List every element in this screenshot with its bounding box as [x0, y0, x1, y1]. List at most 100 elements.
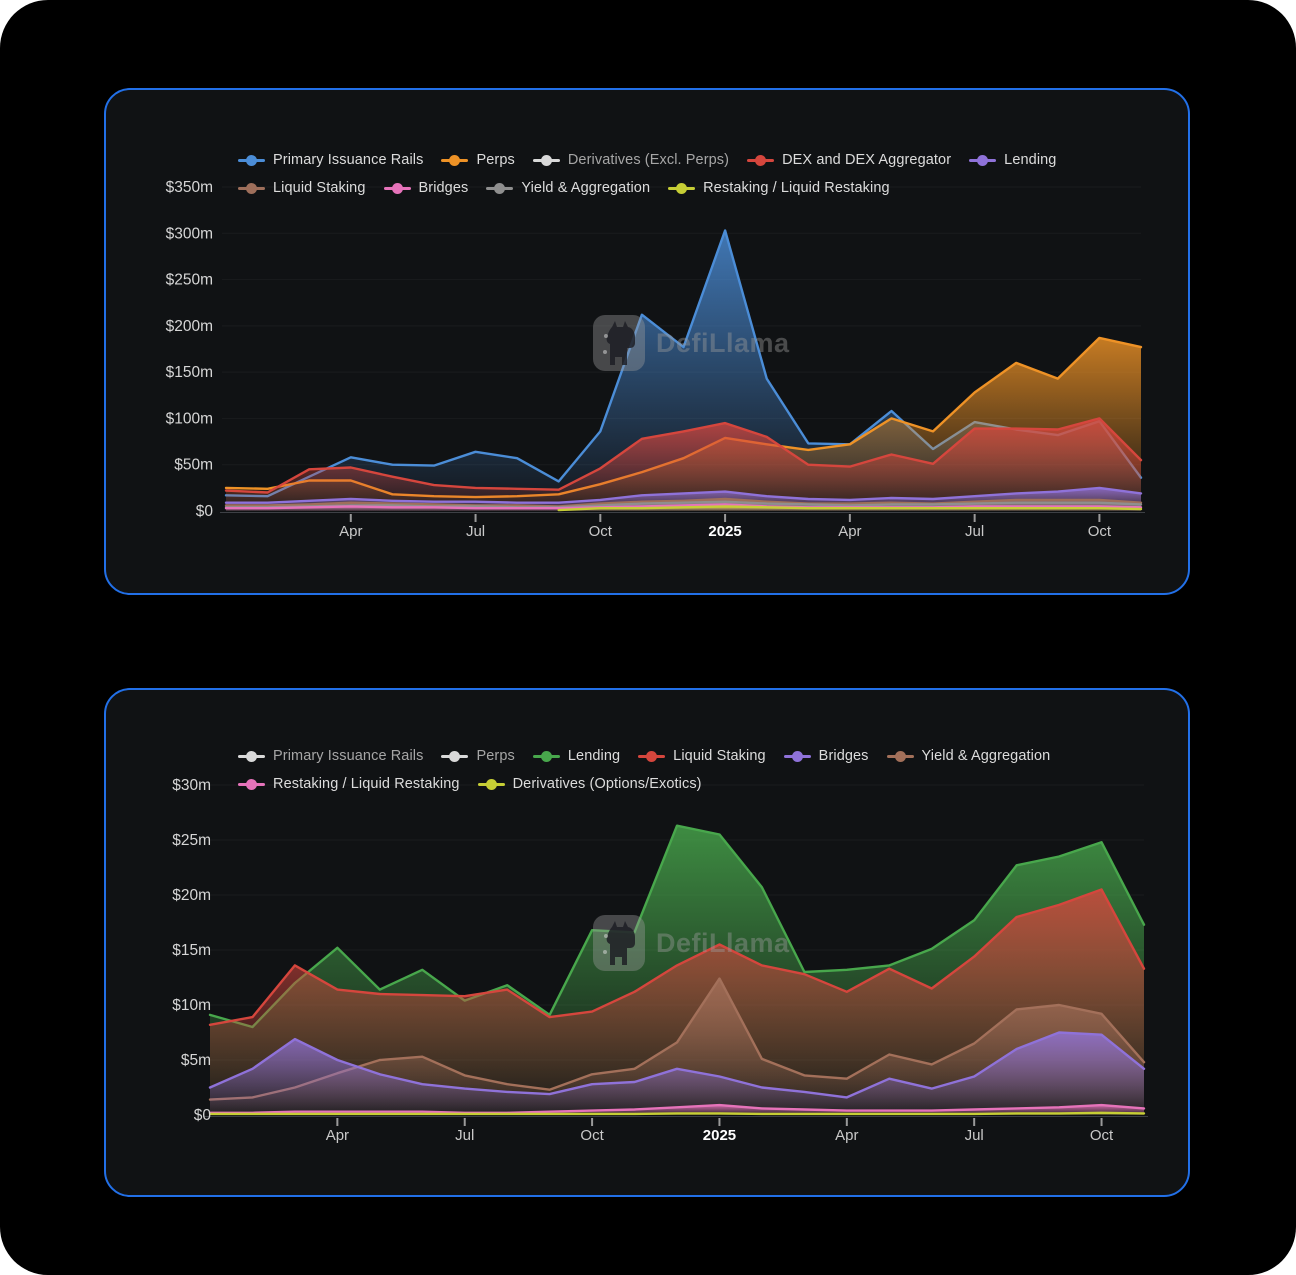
x-tick-label: Jul — [466, 523, 485, 540]
legend-marker-icon — [486, 182, 514, 194]
x-tick-label: Jul — [455, 1127, 474, 1144]
x-tick-label: Oct — [1090, 1127, 1114, 1144]
y-axis-label: $150m — [166, 364, 213, 381]
y-axis-label: $100m — [166, 410, 213, 427]
legend-item-yield-and-aggregation[interactable]: Yield & Aggregation — [886, 748, 1051, 764]
legend-item-restaking-liquid-restaking[interactable]: Restaking / Liquid Restaking — [238, 776, 460, 792]
series-area-yield-and-aggregation — [210, 978, 1144, 1115]
series-line-yield-and-aggregation[interactable] — [224, 500, 1143, 509]
series-area-dex-and-dex-aggregator — [226, 418, 1141, 511]
legend-item-perps[interactable]: Perps — [441, 152, 515, 168]
legend-marker-icon — [477, 778, 505, 790]
legend-label: Liquid Staking — [273, 180, 366, 196]
legend-item-liquid-staking[interactable]: Liquid Staking — [238, 180, 366, 196]
legend-marker-icon — [532, 154, 560, 166]
y-axis-label: $5m — [181, 1052, 211, 1069]
series-line-liquid-staking[interactable] — [224, 497, 1143, 508]
y-axis-label: $0 — [196, 503, 214, 520]
series-line-lending[interactable] — [224, 486, 1143, 504]
legend-item-yield-and-aggregation[interactable]: Yield & Aggregation — [486, 180, 650, 196]
legend-label: Restaking / Liquid Restaking — [273, 776, 460, 792]
series-line-liquid-staking[interactable] — [208, 888, 1146, 1026]
legend-label: Derivatives (Excl. Perps) — [567, 152, 730, 168]
legend-row: Primary Issuance Rails Perps Derivatives (… — [238, 148, 1168, 172]
legend-item-lending[interactable]: Lending — [969, 152, 1056, 168]
series-line-dex-and-dex-aggregator[interactable] — [224, 417, 1143, 494]
legend-label: Lending — [567, 748, 621, 764]
series-line-lending[interactable] — [208, 824, 1146, 1029]
legend-item-bridges[interactable]: Bridges — [783, 748, 869, 764]
legend-marker-icon — [886, 750, 914, 762]
y-axis-label: $25m — [172, 832, 211, 849]
legend-label: Perps — [476, 152, 515, 168]
legend-label: Perps — [476, 748, 515, 764]
legend-label: Restaking / Liquid Restaking — [703, 180, 890, 196]
legend-marker-icon — [238, 154, 265, 166]
legend-item-perps[interactable]: Perps — [441, 748, 515, 764]
y-axis-label: $10m — [172, 997, 211, 1014]
x-tick-label: Apr — [326, 1127, 349, 1144]
legend-marker-icon — [969, 154, 997, 166]
chart-card-volumes-large: Primary Issuance Rails Perps Derivatives (… — [104, 88, 1190, 595]
y-axis-label: $350m — [166, 179, 213, 196]
series-line-derivatives-options-exotics[interactable] — [208, 1111, 1146, 1116]
legend-item-dex-and-dex-aggregator[interactable]: DEX and DEX Aggregator — [747, 152, 951, 168]
legend-item-primary-issuance-rails[interactable]: Primary Issuance Rails — [238, 748, 423, 764]
legend-label: Primary Issuance Rails — [273, 748, 424, 764]
y-axis-label: $20m — [172, 887, 211, 904]
legend-marker-icon — [668, 182, 696, 194]
legend-item-bridges[interactable]: Bridges — [383, 180, 469, 196]
legend-marker-icon — [747, 154, 775, 166]
legend-label: Derivatives (Options/Exotics) — [512, 776, 702, 792]
series-line-restaking-liquid-restaking[interactable] — [557, 505, 1143, 512]
legend-bottom-chart: Primary Issuance Rails Perps Lending Liquid… — [238, 744, 1168, 796]
legend-marker-icon — [638, 750, 666, 762]
series-line-bridges[interactable] — [224, 503, 1143, 510]
legend-label: Liquid Staking — [673, 748, 766, 764]
legend-item-derivatives-options-exotics[interactable]: Derivatives (Options/Exotics) — [477, 776, 702, 792]
legend-marker-icon — [783, 750, 811, 762]
legend-marker-icon — [441, 154, 469, 166]
legend-item-restaking-liquid-restaking[interactable]: Restaking / Liquid Restaking — [668, 180, 890, 196]
x-tick-label: Oct — [1088, 523, 1112, 540]
legend-marker-icon — [238, 750, 265, 762]
series-line-yield-and-aggregation[interactable] — [208, 977, 1146, 1101]
x-tick-label: Jul — [965, 523, 984, 540]
x-tick-label: Oct — [580, 1127, 604, 1144]
legend-item-derivatives-excl-perps[interactable]: Derivatives (Excl. Perps) — [532, 152, 730, 168]
area-chart-small: Apr Jul Oct 2025 Apr Jul Oct $0 $5m $10m $15m $20m $… — [172, 777, 1148, 1144]
y-axis-label: $50m — [174, 457, 213, 474]
legend-item-liquid-staking[interactable]: Liquid Staking — [638, 748, 766, 764]
legend-top-chart: Primary Issuance Rails Perps Derivatives (… — [238, 148, 1168, 200]
x-tick-label: Jul — [965, 1127, 984, 1144]
area-chart-large: Apr Jul Oct 2025 Apr Jul Oct $0 $50m $100m $150m $2… — [166, 179, 1145, 540]
x-tick-label: Apr — [339, 523, 362, 540]
legend-marker-icon — [532, 750, 560, 762]
legend-label: Lending — [1004, 152, 1057, 168]
legend-item-primary-issuance-rails[interactable]: Primary Issuance Rails — [238, 152, 423, 168]
legend-label: Yield & Aggregation — [521, 180, 651, 196]
x-tick-label: 2025 — [703, 1127, 736, 1144]
y-axis-label: $15m — [172, 942, 211, 959]
y-axis-label: $0 — [194, 1107, 212, 1124]
legend-row: Restaking / Liquid Restaking Derivatives … — [238, 772, 1168, 796]
legend-row: Liquid Staking Bridges Yield & Aggregation… — [238, 176, 1168, 200]
y-axis-label: $30m — [172, 777, 211, 794]
series-line-bridges[interactable] — [208, 1031, 1146, 1099]
series-line-restaking-liquid-restaking[interactable] — [208, 1103, 1146, 1114]
legend-marker-icon — [441, 750, 469, 762]
chart-card-volumes-small: Primary Issuance Rails Perps Lending Liquid… — [104, 688, 1190, 1197]
x-tick-label: Oct — [589, 523, 613, 540]
x-tick-label: Apr — [835, 1127, 858, 1144]
legend-row: Primary Issuance Rails Perps Lending Liquid… — [238, 744, 1168, 768]
legend-label: Bridges — [418, 180, 469, 196]
series-area-bridges — [210, 1032, 1144, 1115]
y-axis-label: $250m — [166, 272, 213, 289]
legend-label: Primary Issuance Rails — [273, 152, 424, 168]
legend-label: DEX and DEX Aggregator — [782, 152, 952, 168]
legend-item-lending[interactable]: Lending — [532, 748, 621, 764]
legend-label: Bridges — [818, 748, 869, 764]
y-axis-label: $300m — [166, 225, 213, 242]
legend-marker-icon — [383, 182, 411, 194]
